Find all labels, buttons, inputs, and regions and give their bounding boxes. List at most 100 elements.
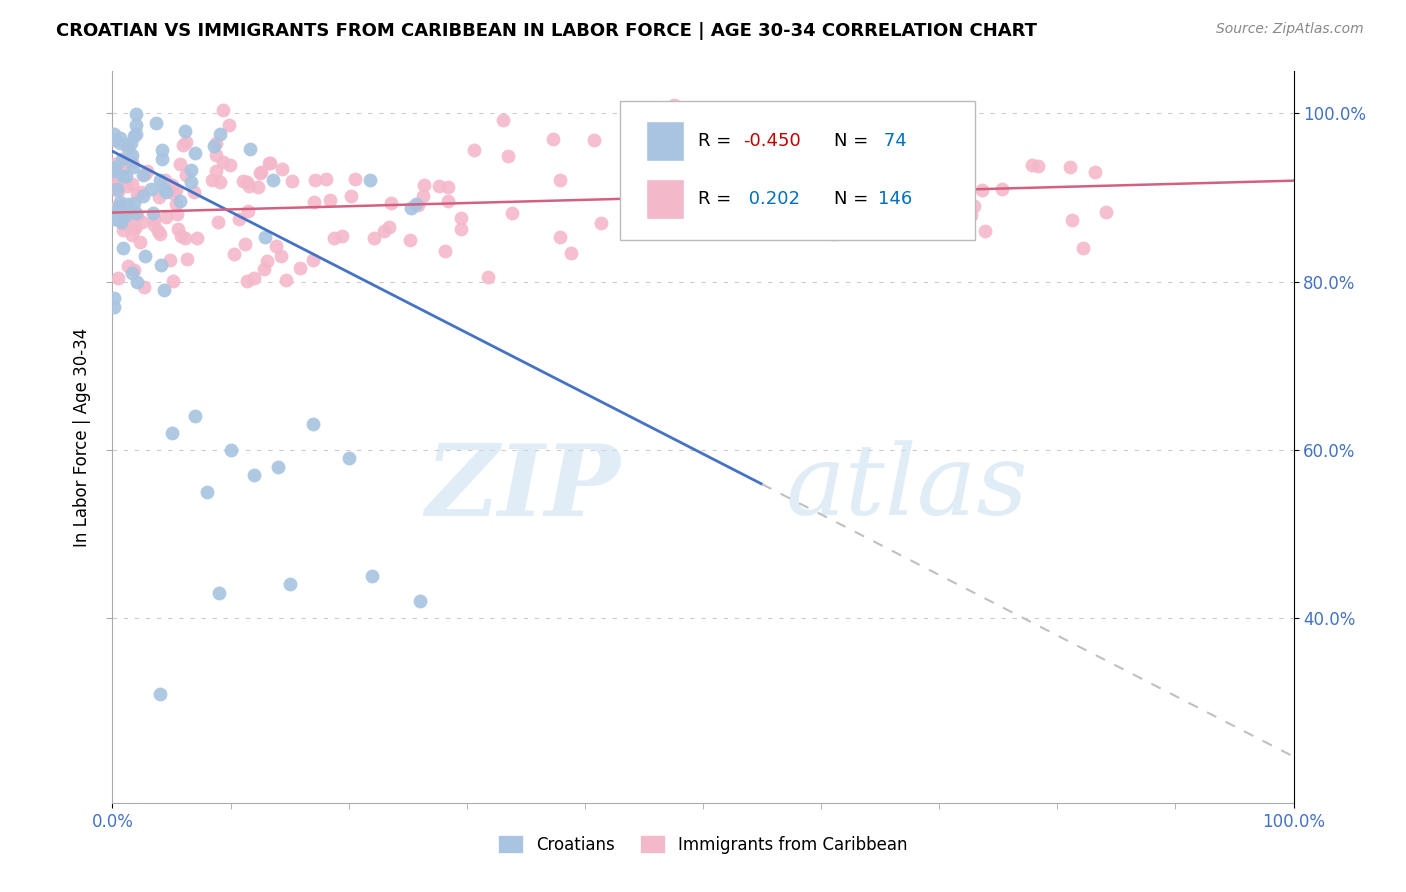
Point (150, 258, 173, 272)
Point (162, 274, 184, 288)
Text: 74: 74 (877, 132, 907, 150)
Point (208, 175, 231, 189)
Point (155, 210, 177, 224)
Point (131, 168, 153, 182)
Point (160, 425, 183, 440)
Point (302, 252, 325, 267)
Point (112, 223, 135, 237)
Point (208, 585, 231, 599)
Point (970, 183, 993, 197)
Point (219, 442, 242, 457)
Point (433, 244, 456, 258)
Point (380, 195, 402, 210)
Point (436, 194, 458, 208)
Text: N =: N = (834, 190, 875, 208)
Point (180, 175, 202, 189)
Point (496, 148, 519, 162)
Point (361, 569, 384, 583)
Text: ZIP: ZIP (426, 440, 620, 536)
Point (131, 214, 153, 228)
Text: -0.450: -0.450 (744, 132, 801, 150)
Point (127, 186, 149, 201)
Point (413, 178, 436, 192)
Point (1021, 158, 1043, 172)
Point (1095, 205, 1118, 219)
Point (207, 215, 229, 229)
Point (174, 168, 197, 182)
Point (302, 417, 325, 432)
Point (253, 262, 276, 277)
Point (176, 252, 198, 266)
Point (149, 173, 172, 187)
Point (960, 208, 983, 222)
Point (281, 173, 304, 187)
Point (359, 173, 381, 187)
Point (990, 182, 1012, 196)
Point (267, 459, 290, 474)
Point (115, 169, 138, 183)
Point (103, 162, 125, 177)
Point (104, 160, 127, 174)
Point (1059, 160, 1081, 174)
Y-axis label: In Labor Force | Age 30-34: In Labor Force | Age 30-34 (73, 327, 91, 547)
Point (121, 160, 143, 174)
Point (243, 467, 266, 482)
Point (121, 148, 143, 162)
Point (640, 204, 662, 219)
Point (477, 269, 499, 284)
Point (450, 222, 472, 236)
Point (121, 266, 143, 280)
Point (823, 227, 845, 242)
Point (124, 206, 146, 220)
Point (789, 145, 811, 159)
Point (105, 170, 128, 185)
Point (104, 205, 127, 219)
Point (219, 158, 242, 172)
Point (117, 259, 139, 273)
Point (186, 230, 208, 244)
Point (155, 185, 177, 199)
Point (110, 152, 132, 166)
Point (153, 283, 176, 297)
Point (111, 169, 134, 184)
Legend: Croatians, Immigrants from Caribbean: Croatians, Immigrants from Caribbean (491, 829, 915, 860)
Point (583, 133, 606, 147)
Point (108, 201, 131, 215)
Point (176, 136, 198, 150)
Point (650, 211, 672, 225)
Point (125, 127, 148, 141)
Point (124, 196, 146, 211)
Point (399, 202, 422, 216)
Point (1028, 159, 1050, 173)
Point (699, 214, 721, 228)
Text: CROATIAN VS IMMIGRANTS FROM CARIBBEAN IN LABOR FORCE | AGE 30-34 CORRELATION CHA: CROATIAN VS IMMIGRANTS FROM CARIBBEAN IN… (56, 22, 1038, 40)
Point (405, 197, 427, 211)
Point (174, 231, 197, 245)
Point (257, 156, 280, 170)
Point (152, 143, 174, 157)
Point (115, 179, 138, 194)
Point (103, 164, 125, 178)
Point (142, 218, 165, 232)
Point (765, 161, 787, 176)
Point (233, 236, 256, 251)
Point (205, 136, 228, 150)
Point (330, 228, 353, 243)
Point (222, 247, 245, 261)
Point (117, 196, 139, 211)
Point (103, 127, 125, 141)
Point (159, 253, 181, 268)
Point (121, 177, 143, 191)
Point (107, 211, 129, 226)
Point (110, 215, 132, 229)
Point (259, 156, 281, 170)
Point (120, 215, 142, 229)
Point (104, 133, 127, 147)
Point (153, 182, 176, 196)
Point (1062, 212, 1084, 227)
Point (112, 217, 135, 231)
Text: R =: R = (699, 190, 737, 208)
Text: R =: R = (699, 132, 737, 150)
Point (103, 300, 125, 314)
Point (169, 157, 191, 171)
